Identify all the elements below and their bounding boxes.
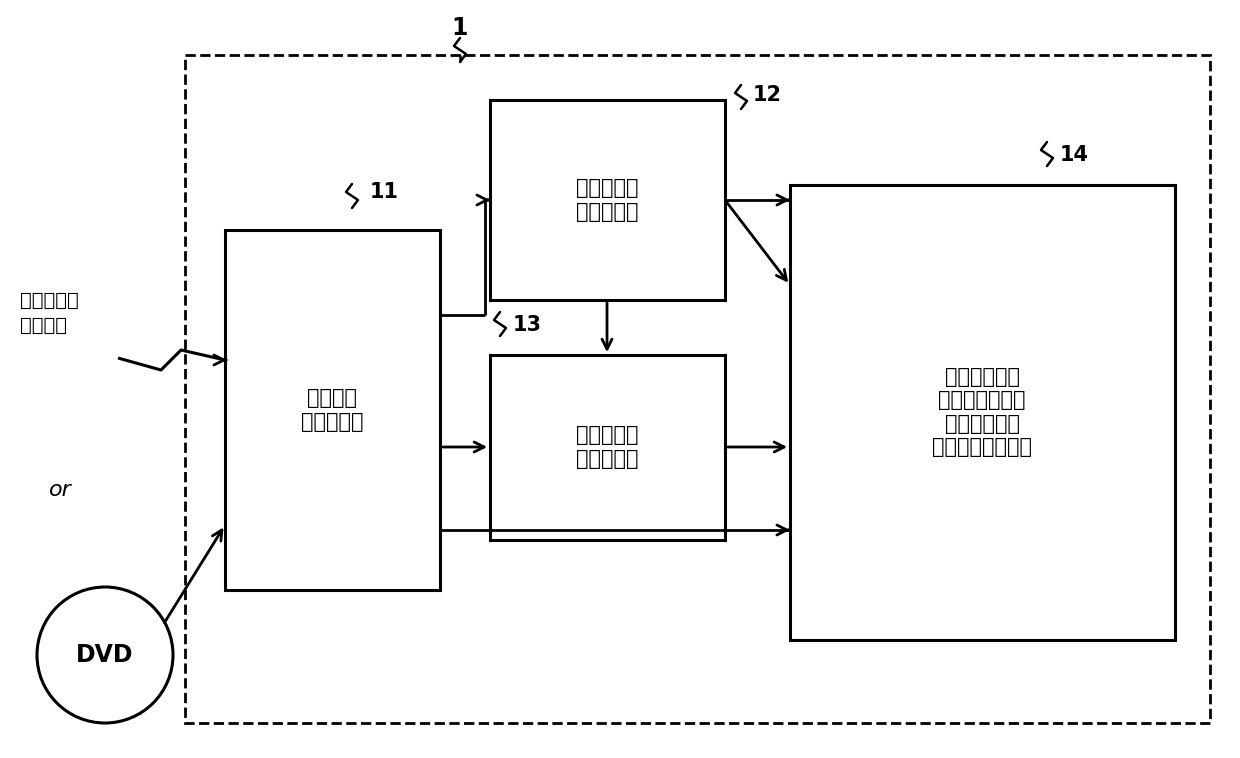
Text: 获取视听
内容的部件: 获取视听 内容的部件 (301, 388, 363, 431)
Text: 12: 12 (753, 85, 782, 105)
Text: or: or (48, 480, 72, 500)
Text: DVD: DVD (76, 643, 134, 667)
Text: 视听内容＋: 视听内容＋ (20, 290, 79, 309)
Text: 1: 1 (451, 16, 469, 40)
Text: 11: 11 (370, 182, 399, 202)
Text: 13: 13 (513, 315, 542, 335)
Bar (490, 100, 725, 300)
Text: 再现非敏感性
片段和音频描述
信号以便替换
敏感性片段的部件: 再现非敏感性 片段和音频描述 信号以便替换 敏感性片段的部件 (932, 367, 1032, 457)
Text: 检测敏感性
片段的部件: 检测敏感性 片段的部件 (575, 178, 639, 221)
Text: 14: 14 (1060, 145, 1089, 165)
Bar (185, 55, 1210, 723)
Circle shape (37, 587, 174, 723)
Text: 删除敏感性
片段的部件: 删除敏感性 片段的部件 (575, 425, 639, 468)
Bar (224, 230, 440, 590)
Text: 音频描述: 音频描述 (20, 315, 67, 334)
Bar (790, 185, 1176, 640)
Bar (490, 355, 725, 540)
